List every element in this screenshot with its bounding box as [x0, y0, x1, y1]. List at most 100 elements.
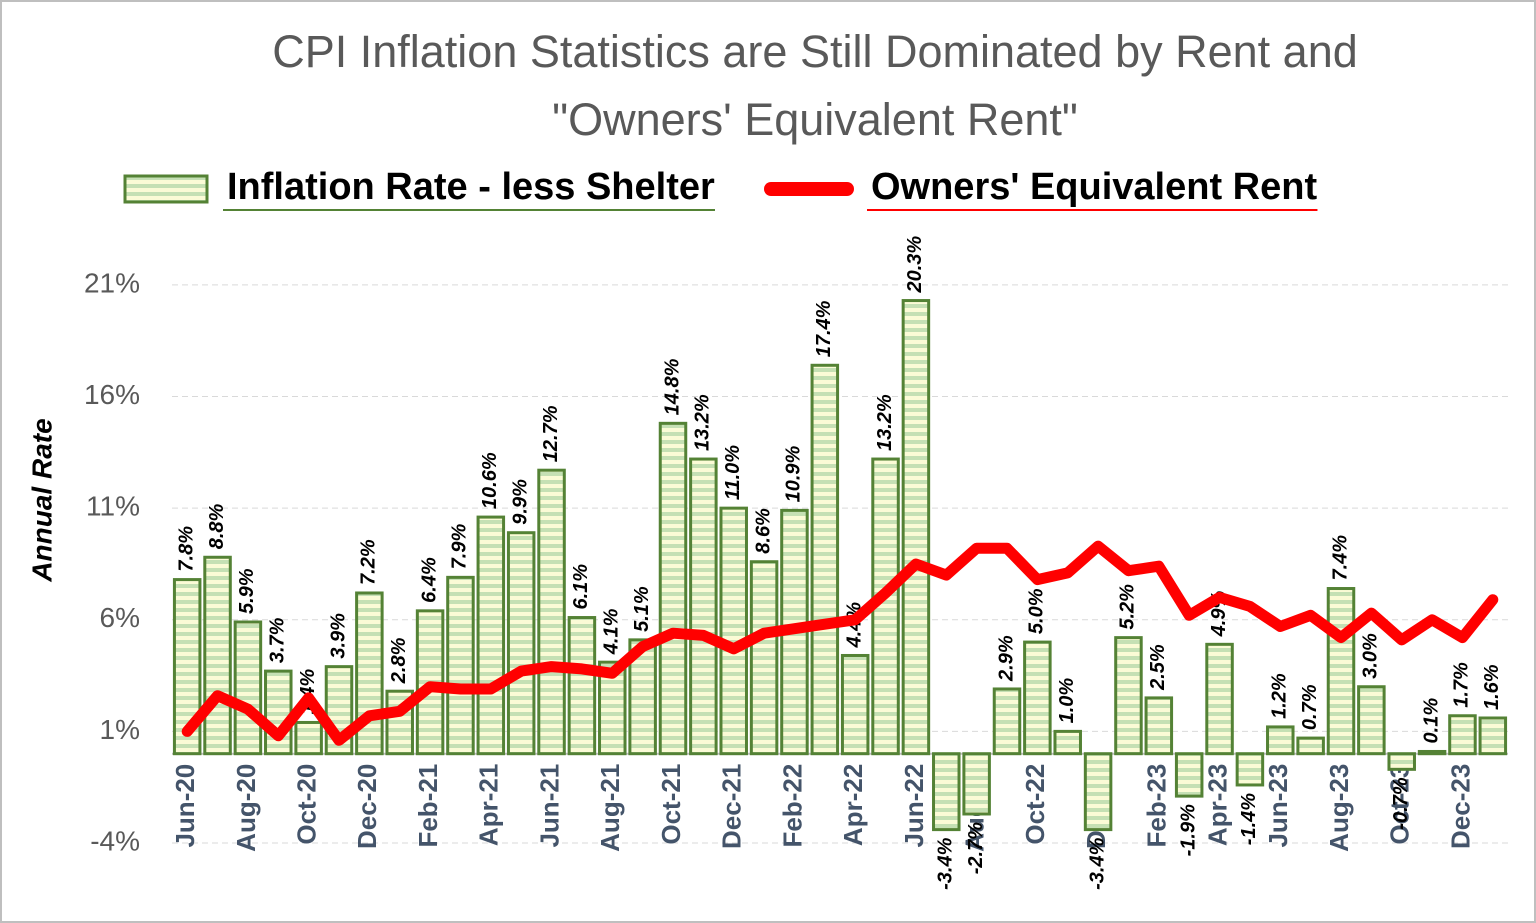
line [181, 540, 1499, 746]
bar [1083, 752, 1113, 832]
bar [1448, 714, 1477, 756]
bar [749, 560, 779, 756]
data-label: 3.7% [267, 617, 289, 663]
data-label: 5.0% [1026, 588, 1048, 634]
x-tick-label: Oct-20 [292, 764, 322, 845]
x-tick-label: Dec-21 [717, 764, 747, 849]
y-tick-label: 6% [100, 602, 140, 633]
x-tick-label: Jun-23 [1263, 764, 1293, 848]
bar [658, 421, 688, 756]
bar [1326, 587, 1356, 756]
data-label: 1.0% [1056, 678, 1078, 724]
data-label: 1.7% [1451, 662, 1473, 708]
y-tick-label: 1% [100, 714, 140, 745]
chart-title: CPI Inflation Statistics are Still Domin… [272, 26, 1358, 145]
data-label: 2.8% [388, 637, 410, 684]
x-tick-label: Oct-22 [1020, 764, 1050, 845]
data-label: 14.8% [661, 358, 683, 415]
bar [1205, 642, 1234, 756]
data-label: -1.9% [1177, 804, 1199, 856]
data-label: 3.0% [1360, 633, 1382, 679]
y-tick-label: 16% [84, 379, 140, 410]
data-label: 10.9% [783, 445, 805, 502]
data-label: 8.6% [752, 508, 774, 554]
data-label: 20.3% [904, 236, 926, 294]
bar [1357, 685, 1386, 756]
data-label: 17.4% [813, 300, 835, 357]
data-label: -1.4% [1238, 793, 1260, 845]
x-tick-label: Jun-22 [899, 764, 929, 848]
bar [203, 555, 232, 756]
data-label: 7.9% [449, 524, 471, 570]
x-tick-label: Apr-22 [838, 764, 868, 846]
bar [1296, 736, 1325, 756]
bar [901, 299, 931, 756]
data-label: 5.2% [1117, 584, 1139, 630]
bar [476, 515, 506, 756]
x-tick-label: Feb-22 [777, 764, 807, 848]
data-label: 7.2% [358, 539, 380, 585]
x-tick-label: Aug-21 [595, 764, 625, 852]
bar [233, 620, 263, 756]
bar [567, 616, 597, 756]
bar [1478, 716, 1508, 756]
data-label: 11.0% [722, 445, 744, 500]
data-label: 6.1% [570, 564, 592, 610]
x-tick-label: Dec-23 [1445, 764, 1475, 849]
data-label: -3.4% [935, 837, 957, 889]
y-tick-label: -4% [90, 825, 140, 856]
data-label: 13.2% [874, 394, 896, 451]
x-tick-label: Jun-20 [170, 764, 200, 848]
bar [1144, 696, 1174, 756]
y-axis-label: Annual Rate [26, 418, 57, 582]
data-label: -2.7% [965, 822, 987, 874]
x-tick-label: Apr-23 [1202, 764, 1232, 846]
bar [992, 687, 1022, 756]
x-tick-label: Dec-20 [352, 764, 382, 849]
bar [446, 575, 475, 756]
data-label: 7.8% [175, 526, 197, 572]
x-tick-label: Apr-21 [474, 764, 504, 846]
bar [1266, 725, 1295, 756]
data-label: 2.9% [995, 635, 1017, 682]
data-label: 2.5% [1147, 644, 1169, 691]
bar [840, 653, 870, 756]
bar [506, 531, 536, 756]
data-label: 10.6% [479, 452, 501, 509]
data-label: 5.1% [631, 586, 653, 632]
legend-label: Inflation Rate - less Shelter [227, 166, 715, 208]
bar [719, 506, 748, 756]
data-label: -3.4% [1086, 837, 1108, 889]
x-tick-label: Feb-21 [413, 764, 443, 848]
x-tick-label: Oct-21 [656, 764, 686, 845]
x-tick-label: Oct-23 [1385, 764, 1415, 845]
data-label: 0.1% [1420, 698, 1442, 744]
data-label: 4.1% [601, 608, 623, 655]
bar [932, 752, 961, 832]
x-tick-label: Feb-23 [1142, 764, 1172, 848]
x-tick-label: Aug-23 [1324, 764, 1354, 852]
bar [1053, 729, 1082, 756]
bar [962, 752, 991, 816]
bar [537, 468, 566, 756]
data-label: 1.2% [1269, 673, 1291, 719]
y-tick-label: 21% [84, 267, 140, 298]
bar [1023, 640, 1052, 756]
data-label: 7.4% [1329, 535, 1351, 581]
data-label: 3.9% [327, 613, 349, 659]
bar [1114, 636, 1143, 756]
legend-swatch [123, 174, 209, 204]
bar [1235, 752, 1265, 787]
data-label: 12.7% [540, 405, 562, 462]
bar [1174, 752, 1204, 798]
data-label: 5.9% [236, 568, 258, 614]
data-label: 9.9% [509, 479, 531, 525]
bar [689, 457, 718, 756]
bar [1387, 752, 1416, 771]
x-tick-label: Jun-21 [534, 764, 564, 848]
data-label: 13.2% [692, 394, 714, 451]
bar [810, 363, 840, 756]
bar [264, 669, 293, 756]
